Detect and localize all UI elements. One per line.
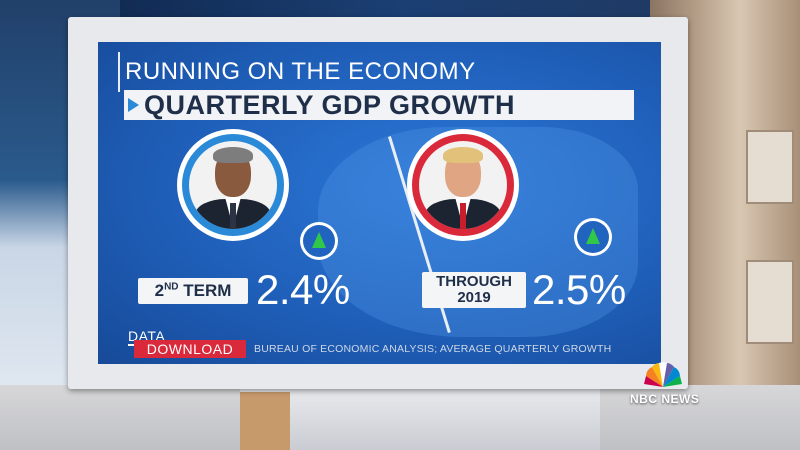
portrait-hair [213,147,253,163]
up-arrow-icon [300,222,338,260]
title-accent-line [118,52,120,92]
source-note: BUREAU OF ECONOMIC ANALYSIS; AVERAGE QUA… [254,343,612,355]
through-2019-label: THROUGH 2019 [422,272,526,308]
play-arrow-icon [128,98,139,112]
graphic-title: RUNNING ON THE ECONOMY [125,58,476,85]
label-line-through: THROUGH [436,273,512,290]
trump-portrait [407,129,519,241]
studio-screen-small [746,260,794,344]
monitor-stand [240,380,600,450]
graphic-screen: RUNNING ON THE ECONOMY QUARTERLY GDP GRO… [98,42,661,364]
portrait-photo [189,141,277,229]
portrait-photo [419,141,507,229]
portrait-hair [443,147,483,163]
studio-screen-small [746,130,794,204]
term-label-text: TERM [178,281,232,300]
data-download-logo-bottom: DOWNLOAD [134,340,246,358]
up-arrow-icon [574,218,612,256]
peacock-icon [644,362,682,387]
subtitle-bar [124,90,634,120]
obama-portrait [177,129,289,241]
term-label-suffix: ND [164,281,179,293]
nbc-news-logo-text: NBC NEWS [630,392,700,406]
term-label-number: 2 [154,281,165,300]
portrait-tie [230,203,236,229]
portrait-tie [460,203,466,229]
graphic-subtitle: QUARTERLY GDP GROWTH [144,90,516,120]
term-label: 2ND TERM [138,278,248,304]
label-line-year: 2019 [457,289,491,306]
trump-growth-value: 2.5% [532,266,626,313]
monitor-stand-base [240,392,290,450]
obama-growth-value: 2.4% [256,266,350,313]
